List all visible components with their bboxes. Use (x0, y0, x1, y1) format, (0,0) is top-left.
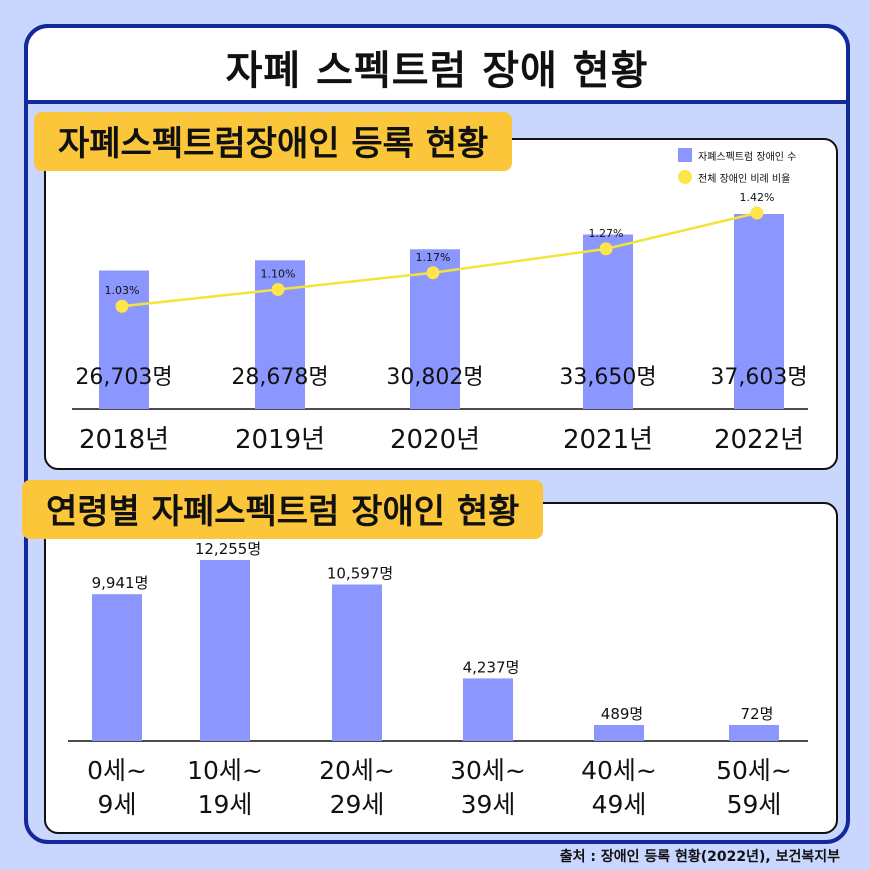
section-tag-registration: 자폐스펙트럼장애인 등록 현황 (34, 112, 513, 171)
legend-dot-swatch (678, 170, 692, 184)
legend-item-line: 전체 장애인 비례 비율 (678, 166, 796, 188)
section-tag-age: 연령별 자폐스펙트럼 장애인 현황 (22, 480, 544, 539)
legend-label-line: 전체 장애인 비례 비율 (698, 173, 791, 185)
legend-bar-swatch (678, 148, 692, 162)
source-note: 출처 : 장애인 등록 현황(2022년), 보건복지부 (559, 849, 840, 865)
legend-label-bar: 자폐스펙트럼 장애인 수 (698, 151, 797, 163)
title-bar: 자폐 스펙트럼 장애 현황 (24, 24, 850, 104)
legend: 자폐스펙트럼 장애인 수 전체 장애인 비례 비율 (678, 144, 796, 188)
page-title: 자폐 스펙트럼 장애 현황 (225, 48, 649, 94)
legend-item-bar: 자폐스펙트럼 장애인 수 (678, 144, 796, 166)
age-panel (44, 502, 838, 834)
